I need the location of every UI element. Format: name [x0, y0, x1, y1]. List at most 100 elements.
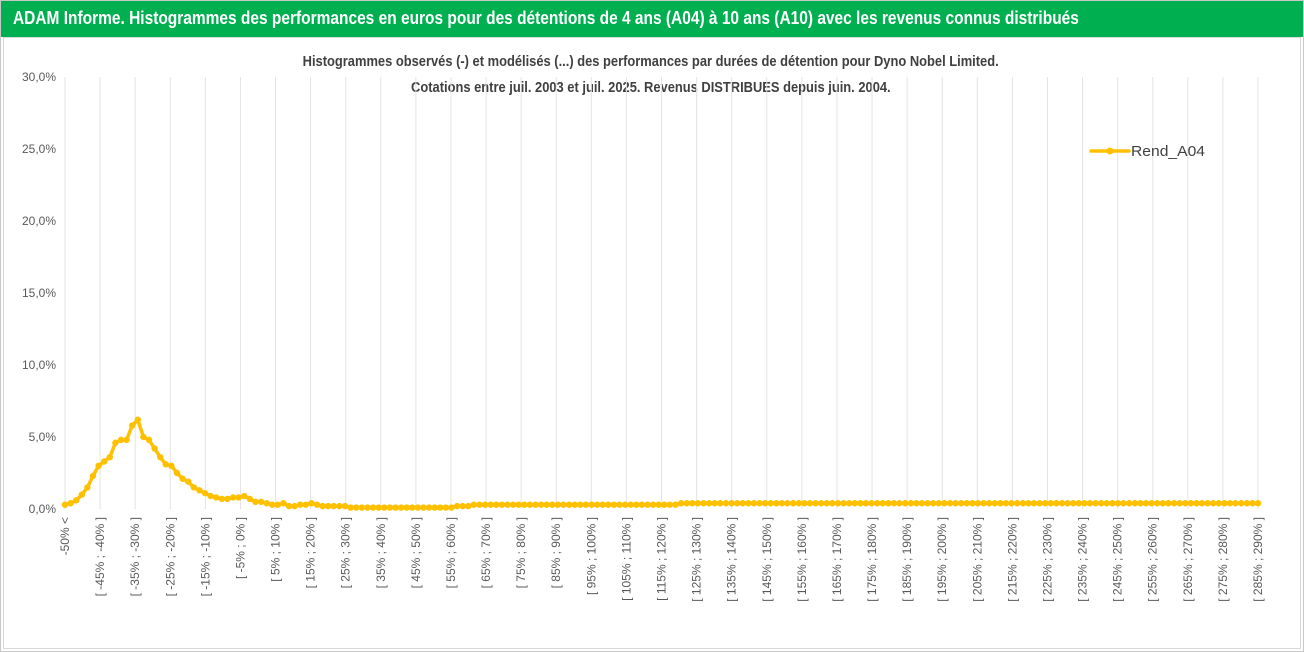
data-point: [515, 501, 522, 508]
data-point: [392, 504, 399, 511]
data-point: [957, 500, 965, 507]
data-point: [1086, 500, 1094, 507]
data-point: [1187, 500, 1194, 507]
data-point: [554, 501, 562, 508]
y-tick-label: 20,0%: [22, 214, 56, 228]
data-point: [185, 478, 192, 485]
data-point: [963, 500, 970, 507]
data-point: [577, 501, 584, 508]
data-point: [386, 504, 394, 511]
x-tick-label: [ 195% ; 200% ]: [935, 517, 949, 602]
data-point: [274, 501, 282, 508]
chart-subtitle-text: Cotations entre juil. 2003 et juil. 2025…: [411, 79, 891, 96]
x-tick-label: [ 45% ; 50% ]: [409, 517, 423, 588]
data-point: [504, 501, 511, 508]
data-point: [84, 484, 91, 491]
data-point: [313, 501, 321, 508]
data-point: [616, 501, 623, 508]
x-tick-label: [ 55% ; 60% ]: [444, 517, 458, 588]
x-tick-label: [ 205% ; 210% ]: [970, 517, 984, 602]
data-point: [661, 501, 668, 508]
data-point: [1237, 500, 1245, 507]
data-point: [941, 500, 948, 507]
data-point: [330, 502, 338, 510]
data-point: [1058, 500, 1066, 507]
data-point: [1002, 500, 1010, 507]
data-point: [235, 494, 242, 501]
data-point: [890, 500, 898, 507]
data-point: [593, 501, 601, 508]
data-point: [403, 504, 410, 511]
data-point: [498, 501, 506, 508]
data-point: [1181, 500, 1189, 507]
data-point: [789, 500, 797, 507]
data-point: [537, 501, 545, 508]
data-point: [347, 504, 354, 511]
data-point: [997, 500, 1004, 507]
data-point: [95, 462, 102, 469]
data-point: [241, 492, 248, 500]
data-point: [481, 501, 489, 508]
data-point: [705, 500, 713, 507]
data-point: [459, 502, 466, 510]
data-point: [717, 500, 724, 507]
data-point: [431, 504, 438, 511]
data-point: [767, 500, 774, 507]
data-point: [168, 462, 175, 469]
data-point: [280, 500, 287, 507]
x-tick-label: [ 215% ; 220% ]: [1005, 517, 1019, 602]
data-point: [207, 492, 214, 500]
data-point: [1243, 500, 1250, 507]
data-point: [1232, 500, 1239, 507]
data-point: [1209, 500, 1217, 507]
data-point: [644, 501, 651, 508]
data-point: [263, 500, 270, 507]
data-point: [1204, 500, 1211, 507]
data-point: [750, 500, 758, 507]
data-point: [369, 504, 377, 511]
data-point: [868, 500, 875, 507]
data-point: [1103, 500, 1110, 507]
data-point: [1148, 500, 1155, 507]
data-point: [1019, 500, 1026, 507]
data-point: [952, 500, 959, 507]
data-point: [425, 504, 433, 511]
data-point: [521, 501, 528, 508]
x-tick-label: -50% <: [58, 517, 72, 555]
x-tick-label: [ 285% ; 290% ]: [1251, 517, 1265, 602]
data-point: [638, 501, 646, 508]
data-point: [1221, 500, 1228, 507]
data-point: [565, 501, 573, 508]
data-point: [162, 461, 170, 468]
data-point: [633, 501, 640, 508]
data-point: [901, 500, 909, 507]
x-tick-label: [ 265% ; 270% ]: [1181, 517, 1195, 602]
x-tick-label: [ 235% ; 240% ]: [1076, 517, 1090, 602]
data-point: [78, 491, 86, 498]
data-point: [129, 422, 136, 429]
data-point: [1053, 500, 1060, 507]
data-point: [1193, 500, 1200, 507]
x-tick-label: [ -25% ; -20% ]: [163, 517, 177, 596]
data-point: [297, 501, 304, 508]
data-point: [582, 501, 590, 508]
data-point: [946, 500, 954, 507]
x-tick-label: [ 85% ; 90% ]: [549, 517, 563, 588]
data-point: [745, 500, 752, 507]
data-point: [1114, 500, 1122, 507]
data-point: [73, 497, 80, 504]
data-point: [470, 501, 478, 508]
data-point: [1159, 500, 1166, 507]
data-point: [291, 502, 298, 510]
data-point: [112, 439, 119, 446]
data-point: [341, 502, 349, 510]
data-point: [907, 500, 914, 507]
data-point: [1226, 500, 1234, 507]
x-tick-label: [ 15% ; 20% ]: [304, 517, 318, 588]
data-point: [526, 501, 534, 508]
x-tick-label: [ 245% ; 250% ]: [1111, 517, 1125, 602]
data-point: [773, 500, 780, 507]
x-tick-label: [ 255% ; 260% ]: [1146, 517, 1160, 602]
data-point: [857, 500, 864, 507]
